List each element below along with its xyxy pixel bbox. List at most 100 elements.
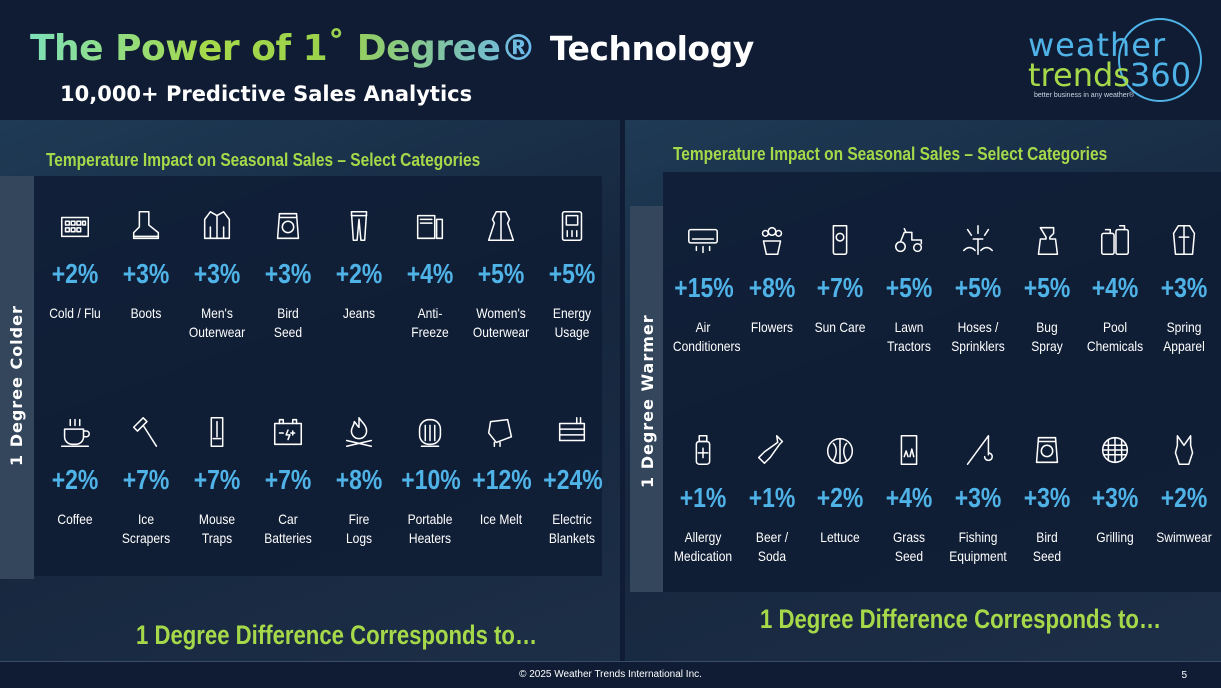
category-label: Bird Seed [273,305,303,340]
category-label: Lettuce [820,529,861,545]
slide-footer: © 2025 Weather Trends International Inc.… [0,661,1221,688]
ice-scraper-icon [111,410,181,454]
category-label: Jeans [342,305,376,321]
category-label: Grass Seed [893,529,926,564]
category-item: +5% Lawn Tractors [874,218,944,356]
category-label: Bird Seed [1032,529,1061,564]
category-percent: +12% [472,464,532,495]
category-item: +5% Hoses / Sprinklers [943,218,1013,356]
car-battery-icon [253,410,323,454]
category-label: Beer / Soda [755,529,788,564]
category-percent: +5% [885,272,933,303]
ice-melt-icon [466,410,536,454]
category-percent: +8% [748,272,795,303]
flower-pot-icon [737,218,807,262]
warmer-side-tab: 1 Degree Warmer [630,206,663,592]
blanket-icon [537,410,607,454]
category-percent: +7% [193,464,241,495]
title-technology: Technology [549,29,754,68]
logo-word-trends: trends [1028,56,1130,94]
colder-bottom-text: 1 Degree Difference Corresponds to… [136,620,538,650]
category-label: Bug Spray [1030,319,1063,354]
warmer-side-label: 1 Degree Warmer [638,314,657,488]
category-label: Electric Blankets [548,511,596,546]
warmer-panel: Temperature Impact on Seasonal Sales – S… [625,120,1221,661]
category-label: Mouse Traps [198,511,236,546]
coffee-cup-icon [40,410,110,454]
category-label: Energy Usage [552,305,592,340]
category-item: +7% Car Batteries [253,410,323,548]
jeans-icon [324,204,394,248]
category-label: Swimwear [1156,529,1212,545]
category-item: +2% Cold / Flu [40,204,110,323]
swimsuit-icon [1149,428,1219,472]
tissue-box-icon [40,204,110,248]
sprinkler-icon [943,218,1013,262]
category-label: Boots [130,305,162,321]
category-item: +7% Ice Scrapers [111,410,181,548]
category-label: Sun Care [814,319,866,335]
thermostat-icon [537,204,607,248]
category-percent: +5% [1023,272,1070,303]
grass-seed-icon [874,428,944,472]
category-percent: +3% [1023,482,1070,513]
allergy-bottle-icon [668,428,738,472]
colder-side-tab: 1 Degree Colder [0,176,34,579]
slide-subtitle: 10,000+ Predictive Sales Analytics [60,82,473,106]
category-item: +5% Energy Usage [537,204,607,342]
category-percent: +2% [817,482,864,513]
category-label: Coffee [57,511,93,527]
category-item: +1% Beer / Soda [737,428,807,566]
category-percent: +1% [679,482,727,513]
category-item: +8% Fire Logs [324,410,394,548]
category-item: +24% Electric Blankets [537,410,607,548]
category-percent: +3% [264,258,312,289]
category-item: +4% Pool Chemicals [1080,218,1150,356]
category-label: Anti- Freeze [411,305,449,340]
seed-bag-icon [1012,428,1082,472]
spray-bottle-icon [1012,218,1082,262]
category-percent: +15% [674,272,734,303]
category-item: +4% Grass Seed [874,428,944,566]
category-item: +3% Fishing Equipment [943,428,1013,566]
category-label: Allergy Medication [673,529,733,564]
logo-word-360: 360 [1130,56,1192,94]
category-item: +4% Anti- Freeze [395,204,465,342]
category-item: +5% Bug Spray [1012,218,1082,356]
copyright-text: © 2025 Weather Trends International Inc. [519,669,702,680]
title-main: The Power of 1˚ Degree® [30,28,536,69]
category-percent: +7% [817,272,864,303]
category-label: Flowers [750,319,793,335]
category-label: Women's Outerwear [472,305,530,340]
page-number: 5 [1181,670,1187,681]
category-percent: +2% [51,258,99,289]
antifreeze-icon [395,204,465,248]
category-item: +7% Sun Care [805,218,875,337]
fire-logs-icon [324,410,394,454]
category-item: +5% Women's Outerwear [466,204,536,342]
category-item: +1% Allergy Medication [668,428,738,566]
category-label: Car Batteries [264,511,312,546]
category-percent: +2% [51,464,99,495]
category-label: Cold / Flu [49,305,101,321]
logo-ring-icon [1118,18,1202,102]
category-item: +3% Bird Seed [253,204,323,342]
warmer-bottom-text: 1 Degree Difference Corresponds to… [760,604,1162,634]
category-percent: +10% [401,464,461,495]
chemical-bottles-icon [1080,218,1150,262]
category-percent: +3% [122,258,170,289]
category-item: +15% Air Conditioners [668,218,741,356]
category-percent: +3% [954,482,1002,513]
category-item: +2% Jeans [324,204,394,323]
category-percent: +2% [1160,482,1208,513]
category-percent: +5% [548,258,596,289]
category-item: +2% Coffee [40,410,110,529]
raincoat-icon [1149,218,1219,262]
category-label: Ice Scrapers [121,511,171,546]
seed-bag-icon [253,204,323,248]
category-item: +3% Boots [111,204,181,323]
fishing-rod-icon [943,428,1013,472]
category-item: +2% Lettuce [805,428,875,547]
category-percent: +8% [335,464,383,495]
category-label: Air Conditioners [672,319,741,354]
